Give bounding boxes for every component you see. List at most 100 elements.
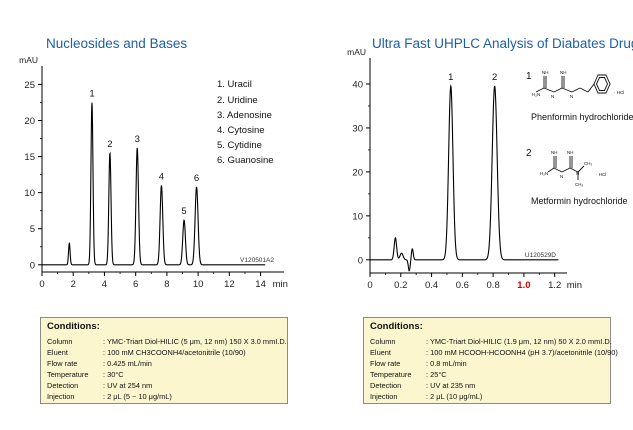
y-tick-label: 0 <box>358 255 363 266</box>
legend-item: 3. Adenosine <box>217 110 272 121</box>
compound-name: Metformin hydrochloride <box>531 196 628 206</box>
chromatogram-trace <box>42 102 266 266</box>
y-tick-label: 10 <box>352 211 363 222</box>
y-tick-label: 30 <box>352 123 363 134</box>
condition-key: Detection <box>370 381 402 390</box>
condition-value: : UV at 235 nm <box>426 381 476 390</box>
y-tick-label: 20 <box>24 116 35 127</box>
y-tick-label: 5 <box>30 224 35 235</box>
condition-key: Eluent <box>47 348 68 357</box>
compound-name: Phenformin hydrochloride <box>531 112 633 122</box>
condition-value: : 30°C <box>103 370 124 379</box>
condition-key: Temperature <box>47 370 89 379</box>
svg-text:NH: NH <box>560 70 567 75</box>
x-tick-label: 0 <box>39 279 44 290</box>
y-tick-label: 25 <box>24 80 35 91</box>
svg-text:N: N <box>551 94 554 99</box>
peak-label: 4 <box>159 171 164 182</box>
condition-key: Flow rate <box>47 359 78 368</box>
right-conditions-box: Conditions: Column : YMC-Triart Diol-HILI… <box>363 317 618 404</box>
svg-text:NH: NH <box>567 150 574 155</box>
svg-text:CH₃: CH₃ <box>584 161 592 166</box>
legend-item: 1. Uracil <box>217 79 252 90</box>
chart-code-label: U120529D <box>525 252 556 259</box>
x-tick-label: 14 <box>255 279 266 290</box>
y-tick-label: 15 <box>24 152 35 163</box>
x-tick-label: 1.0 <box>517 280 530 291</box>
y-tick-label: 20 <box>352 167 363 178</box>
peak-label: 2 <box>107 139 112 150</box>
x-tick-label: 1.2 <box>548 280 561 291</box>
legend-item: 2. Uridine <box>217 95 258 106</box>
legend-item: 6. Guanosine <box>217 155 274 166</box>
x-tick-label: 4 <box>102 279 107 290</box>
condition-key: Injection <box>370 392 398 401</box>
phenformin-structure-icon: H₂N NH NH N N · HCl <box>532 70 624 99</box>
compound-number: 1 <box>526 71 532 82</box>
condition-value: : YMC-Triart Diol-HILIC (1.9 μm, 12 nm) … <box>426 337 612 346</box>
y-tick-label: 40 <box>352 79 363 90</box>
peak-label: 6 <box>194 173 199 184</box>
compound-number: 2 <box>526 148 532 159</box>
svg-text:NH: NH <box>542 70 549 75</box>
x-tick-label: 2 <box>71 279 76 290</box>
y-axis-unit: mAU <box>19 55 38 65</box>
x-tick-label: 0.4 <box>425 280 438 291</box>
left-conditions-box: Conditions: Column : YMC-Triart Diol-HILI… <box>40 317 288 404</box>
peak-label: 3 <box>135 134 140 145</box>
x-tick-label: 0 <box>367 280 372 291</box>
y-tick-label: 10 <box>24 188 35 199</box>
svg-text:H₂N: H₂N <box>532 92 540 97</box>
svg-text:N: N <box>570 94 573 99</box>
conditions-heading: Conditions: <box>370 321 423 332</box>
condition-value: : 0.8 mL/min <box>426 359 467 368</box>
x-tick-label: 12 <box>224 279 235 290</box>
metformin-structure-icon: H₂N NH NH N N CH₃ CH₃ · HCl <box>540 150 606 187</box>
peak-label: 2 <box>492 72 497 83</box>
x-tick-label: 0.6 <box>456 280 469 291</box>
x-tick-label: 0.2 <box>394 280 407 291</box>
condition-value: : 2 μL (5 ~ 10 μg/mL) <box>103 392 172 401</box>
condition-value: : UV at 254 nm <box>103 381 153 390</box>
condition-value: : YMC-Triart Diol-HILIC (5 μm, 12 nm) 15… <box>103 337 287 346</box>
y-axis-unit: mAU <box>347 47 366 57</box>
x-tick-label: 0.8 <box>487 280 500 291</box>
condition-key: Column <box>370 337 396 346</box>
chart-code-label: V120501A2 <box>240 257 274 264</box>
condition-key: Column <box>47 337 73 346</box>
svg-text:H₂N: H₂N <box>540 171 548 176</box>
condition-key: Detection <box>47 381 79 390</box>
peak-label: 5 <box>181 206 186 217</box>
y-tick-label: 0 <box>30 260 35 271</box>
svg-text:· HCl: · HCl <box>596 172 606 177</box>
x-tick-label: 10 <box>193 279 204 290</box>
x-axis-unit: min <box>273 279 288 290</box>
condition-value: : 0.425 mL/min <box>103 359 152 368</box>
legend-item: 4. Cytosine <box>217 125 265 136</box>
x-tick-label: 6 <box>133 279 138 290</box>
svg-text:CH₃: CH₃ <box>575 182 583 187</box>
x-tick-label: 8 <box>164 279 169 290</box>
legend-item: 5. Cytidine <box>217 140 262 151</box>
condition-key: Temperature <box>370 370 412 379</box>
conditions-heading: Conditions: <box>47 321 100 332</box>
svg-text:NH: NH <box>551 150 558 155</box>
peak-label: 1 <box>448 72 453 83</box>
left-chart-title: Nucleosides and Bases <box>46 36 188 51</box>
x-axis-unit: min <box>567 280 582 291</box>
chromatogram-trace <box>370 84 559 272</box>
condition-value: : 100 mM HCOOH-HCOONH4 (pH 3.7)/acetonit… <box>426 348 618 357</box>
svg-text:· HCl: · HCl <box>614 90 624 95</box>
condition-key: Eluent <box>370 348 391 357</box>
condition-value: : 25°C <box>426 370 447 379</box>
condition-key: Flow rate <box>370 359 401 368</box>
peak-label: 1 <box>89 88 94 99</box>
condition-value: : 2 μL (10 μg/mL) <box>426 392 483 401</box>
condition-value: : 100 mM CH3COONH4/acetonitrile (10/90) <box>103 348 246 357</box>
right-chart-title: Ultra Fast UHPLC Analysis of Diabates Dr… <box>372 36 633 51</box>
svg-text:N: N <box>560 174 563 179</box>
svg-text:N: N <box>576 171 579 176</box>
condition-key: Injection <box>47 392 75 401</box>
